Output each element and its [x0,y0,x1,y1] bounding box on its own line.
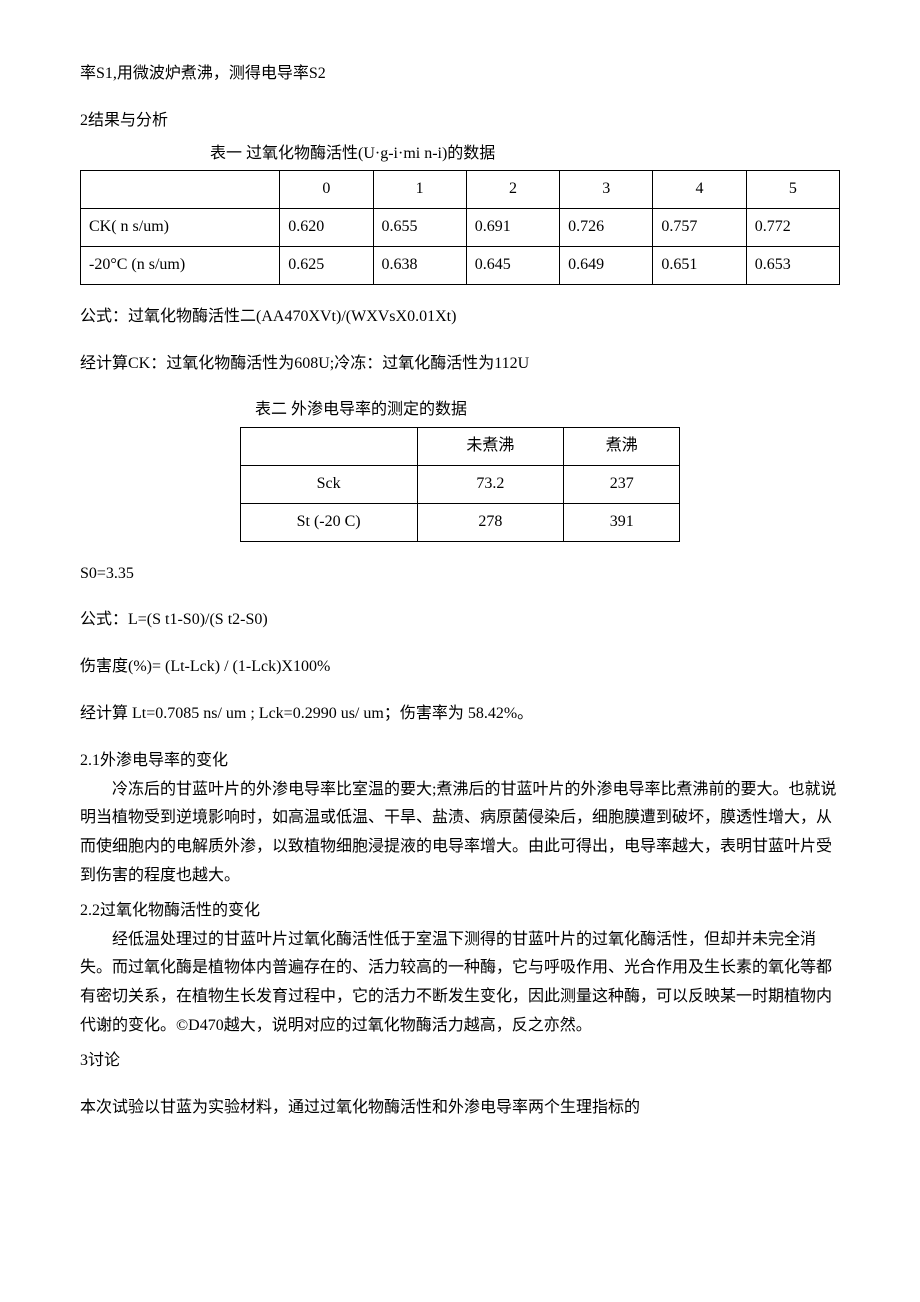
calculation-2: 经计算 Lt=0.7085 ns/ um ; Lck=0.2990 us/ um… [80,700,840,729]
table1-header: 4 [653,171,746,209]
top-paragraph: 率S1,用微波炉煮沸，测得电导率S2 [80,60,840,89]
formula-1: 公式：过氧化物酶活性二(AA470XVt)/(WXVsX0.01Xt) [80,303,840,332]
table-row: 0 1 2 3 4 5 [81,171,840,209]
s0-value: S0=3.35 [80,560,840,589]
table1-cell: 0.651 [653,246,746,284]
subsection-2-1-body: 冷冻后的甘蓝叶片的外渗电导率比室温的要大;煮沸后的甘蓝叶片的外渗电导率比煮沸前的… [80,776,840,891]
section-3-body: 本次试验以甘蓝为实验材料，通过过氧化物酶活性和外渗电导率两个生理指标的 [80,1094,840,1123]
table-row: 未煮沸 煮沸 [240,428,680,466]
subsection-2-2-body: 经低温处理过的甘蓝叶片过氧化酶活性低于室温下测得的甘蓝叶片的过氧化酶活性，但却并… [80,926,840,1041]
table2: 未煮沸 煮沸 Sck 73.2 237 St (-20 C) 278 391 [240,427,681,541]
table1-cell: 0.772 [746,209,839,247]
table1-cell: 0.691 [466,209,559,247]
table1-title: 表一 过氧化物酶活性(U·g-i·mi n-i)的数据 [80,140,840,169]
table-row: -20°C (n s/um) 0.625 0.638 0.645 0.649 0… [81,246,840,284]
table2-header: 未煮沸 [417,428,564,466]
table1-cell: 0.620 [280,209,373,247]
formula-3: 伤害度(%)= (Lt-Lck) / (1-Lck)X100% [80,653,840,682]
table2-header [240,428,417,466]
table1-header [81,171,280,209]
table2-cell: 391 [564,503,680,541]
subsection-2-2-title: 2.2过氧化物酶活性的变化 [80,897,840,926]
table1-cell: 0.653 [746,246,839,284]
table2-cell: 73.2 [417,465,564,503]
table1: 0 1 2 3 4 5 CK( n s/um) 0.620 0.655 0.69… [80,170,840,284]
section-2-title: 2结果与分析 [80,107,840,136]
table1-header: 3 [560,171,653,209]
table1-cell: -20°C (n s/um) [81,246,280,284]
table1-header: 2 [466,171,559,209]
subsection-2-1-title: 2.1外渗电导率的变化 [80,747,840,776]
table1-header: 1 [373,171,466,209]
table1-cell: 0.645 [466,246,559,284]
table1-cell: 0.726 [560,209,653,247]
table1-header: 0 [280,171,373,209]
table2-cell: Sck [240,465,417,503]
section-3-title: 3讨论 [80,1047,840,1076]
table2-header: 煮沸 [564,428,680,466]
table-row: Sck 73.2 237 [240,465,680,503]
table1-cell: 0.757 [653,209,746,247]
table2-cell: 278 [417,503,564,541]
table1-cell: 0.655 [373,209,466,247]
table2-cell: 237 [564,465,680,503]
table1-cell: 0.638 [373,246,466,284]
table1-cell: 0.649 [560,246,653,284]
calculation-1: 经计算CK：过氧化物酶活性为608U;冷冻：过氧化酶活性为112U [80,350,840,379]
table2-cell: St (-20 C) [240,503,417,541]
formula-2: 公式：L=(S t1-S0)/(S t2-S0) [80,606,840,635]
table1-cell: CK( n s/um) [81,209,280,247]
table-row: CK( n s/um) 0.620 0.655 0.691 0.726 0.75… [81,209,840,247]
table1-cell: 0.625 [280,246,373,284]
table1-header: 5 [746,171,839,209]
table2-title: 表二 外渗电导率的测定的数据 [80,396,840,425]
table-row: St (-20 C) 278 391 [240,503,680,541]
